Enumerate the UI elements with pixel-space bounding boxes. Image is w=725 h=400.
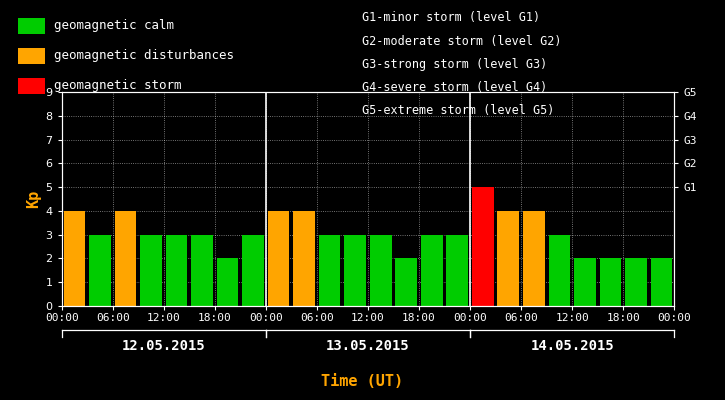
- Bar: [191, 235, 213, 306]
- Text: 14.05.2015: 14.05.2015: [530, 339, 614, 353]
- Bar: [115, 211, 136, 306]
- Bar: [294, 211, 315, 306]
- Bar: [242, 235, 264, 306]
- Bar: [395, 258, 417, 306]
- Text: geomagnetic calm: geomagnetic calm: [54, 20, 175, 32]
- Text: G2-moderate storm (level G2): G2-moderate storm (level G2): [362, 35, 562, 48]
- Bar: [497, 211, 519, 306]
- Bar: [89, 235, 111, 306]
- Bar: [625, 258, 647, 306]
- Bar: [165, 235, 187, 306]
- Bar: [574, 258, 596, 306]
- Bar: [217, 258, 239, 306]
- Bar: [319, 235, 341, 306]
- Text: geomagnetic storm: geomagnetic storm: [54, 80, 182, 92]
- Bar: [421, 235, 442, 306]
- Bar: [549, 235, 571, 306]
- Bar: [650, 258, 672, 306]
- Bar: [600, 258, 621, 306]
- Bar: [140, 235, 162, 306]
- Text: G4-severe storm (level G4): G4-severe storm (level G4): [362, 81, 548, 94]
- Text: G3-strong storm (level G3): G3-strong storm (level G3): [362, 58, 548, 71]
- Bar: [344, 235, 366, 306]
- Text: G5-extreme storm (level G5): G5-extreme storm (level G5): [362, 104, 555, 117]
- Text: 12.05.2015: 12.05.2015: [122, 339, 206, 353]
- Y-axis label: Kp: Kp: [26, 190, 41, 208]
- Bar: [472, 187, 494, 306]
- Text: geomagnetic disturbances: geomagnetic disturbances: [54, 50, 234, 62]
- Text: Time (UT): Time (UT): [321, 374, 404, 390]
- Bar: [64, 211, 86, 306]
- Text: G1-minor storm (level G1): G1-minor storm (level G1): [362, 12, 541, 24]
- Bar: [447, 235, 468, 306]
- Bar: [268, 211, 289, 306]
- Text: 13.05.2015: 13.05.2015: [326, 339, 410, 353]
- Bar: [523, 211, 544, 306]
- Bar: [370, 235, 392, 306]
